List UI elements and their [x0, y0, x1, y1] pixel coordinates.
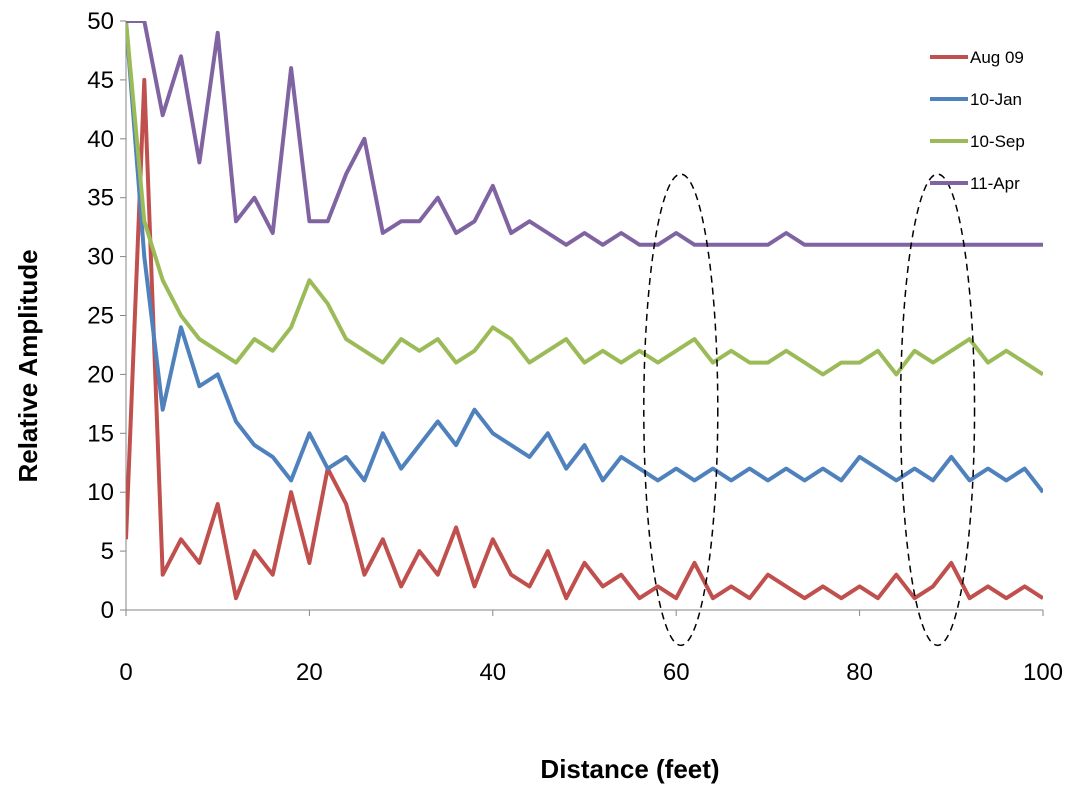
y-tick-label: 5	[101, 538, 114, 565]
x-tick-labels: 0 20 40 60 80 100	[119, 610, 1063, 686]
legend-label: 10-Jan	[970, 90, 1022, 109]
x-tick-label: 60	[663, 659, 690, 686]
x-tick-label: 100	[1023, 659, 1063, 686]
series-line-4	[126, 21, 1043, 247]
y-tick-label: 45	[87, 67, 114, 94]
y-tick-label: 10	[87, 479, 114, 506]
dashed-ellipse-2	[899, 173, 976, 647]
y-tick-label: 0	[101, 597, 114, 624]
y-tick-label: 40	[87, 126, 114, 153]
x-tick-label: 80	[846, 659, 873, 686]
y-tick-label: 15	[87, 420, 114, 447]
legend-label: 11-Apr	[970, 174, 1020, 193]
annotations	[643, 173, 976, 647]
y-tick-labels: 0 5 10 15 20 25 30 35 40 45 50	[87, 8, 126, 624]
y-axis-title: Relative Amplitude	[13, 249, 43, 482]
x-tick-label: 40	[479, 659, 506, 686]
y-tick-label: 20	[87, 361, 114, 388]
series-line-3	[126, 21, 1043, 377]
y-tick-label: 30	[87, 244, 114, 271]
legend-label: 10-Sep	[970, 132, 1025, 151]
dashed-ellipse-1	[643, 173, 719, 647]
series-lines	[126, 21, 1043, 601]
y-tick-label: 25	[87, 303, 114, 330]
x-tick-label: 20	[296, 659, 323, 686]
series-line-1	[126, 77, 1043, 601]
legend: Aug 09 10-Jan 10-Sep 11-Apr	[930, 48, 1025, 193]
x-tick-label: 0	[119, 659, 132, 686]
y-tick-label: 50	[87, 8, 114, 35]
x-axis-title: Distance (feet)	[540, 754, 719, 784]
legend-label: Aug 09	[970, 48, 1024, 67]
series-line-2	[126, 21, 1043, 494]
y-tick-label: 35	[87, 185, 114, 212]
